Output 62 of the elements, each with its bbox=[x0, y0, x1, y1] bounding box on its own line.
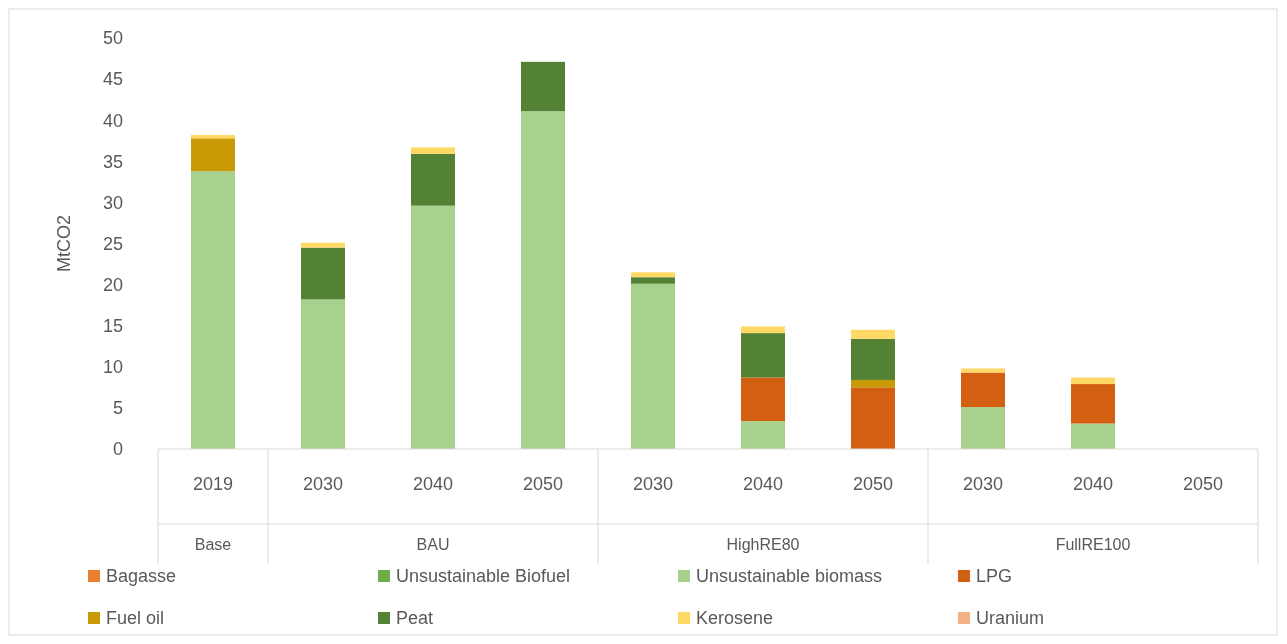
x-tick-label: 2040 bbox=[412, 474, 454, 495]
text: Base bbox=[194, 535, 232, 553]
bar bbox=[521, 111, 565, 449]
legend-label: Peat bbox=[396, 608, 434, 629]
x-tick-label: 2030 bbox=[632, 474, 674, 495]
x-tick-label: 2050 bbox=[522, 474, 564, 495]
bar bbox=[851, 338, 895, 380]
x-tick-label: 2040 bbox=[1072, 474, 1114, 495]
y-tick-label: 15 bbox=[102, 316, 123, 336]
legend-label: LPG bbox=[976, 566, 1013, 587]
y-tick-label: 40 bbox=[102, 110, 123, 131]
bar bbox=[741, 326, 785, 334]
legend-label: Fuel oil bbox=[106, 608, 165, 629]
bar bbox=[961, 407, 1005, 449]
x-tick-label: 2050 bbox=[852, 474, 894, 495]
bar bbox=[631, 283, 675, 449]
text: BAU bbox=[416, 535, 450, 553]
text: FullRE100 bbox=[1055, 535, 1131, 553]
bar bbox=[741, 377, 785, 422]
y-tick-label: 30 bbox=[102, 192, 123, 213]
bar bbox=[191, 135, 235, 139]
legend-label: Bagasse bbox=[106, 566, 177, 587]
y-tick-label: 10 bbox=[102, 357, 123, 378]
bar bbox=[741, 421, 785, 449]
bar bbox=[301, 299, 345, 449]
legend-label: Unsustainable biomass bbox=[696, 566, 883, 587]
x-tick-label: 2030 bbox=[962, 474, 1004, 495]
bar bbox=[851, 379, 895, 388]
y-tick-label: 35 bbox=[102, 151, 123, 172]
bar bbox=[961, 368, 1005, 373]
bar bbox=[191, 138, 235, 172]
y-tick-label: 45 bbox=[102, 69, 123, 90]
y-axis-title: MtCO2 bbox=[54, 214, 74, 273]
bar bbox=[411, 205, 455, 449]
y-tick-label: 25 bbox=[102, 233, 123, 254]
bar bbox=[191, 171, 235, 449]
bar bbox=[631, 277, 675, 284]
x-tick-label: 2040 bbox=[742, 474, 784, 495]
y-tick-label: 20 bbox=[102, 274, 123, 295]
bar bbox=[961, 372, 1005, 408]
bar bbox=[411, 153, 455, 206]
bar bbox=[411, 147, 455, 154]
y-tick-label: 0 bbox=[112, 439, 123, 460]
legend-label: Uranium bbox=[976, 608, 1045, 629]
bar bbox=[851, 329, 895, 339]
x-tick-label: 2050 bbox=[1182, 474, 1224, 495]
y-tick-label: 5 bbox=[112, 398, 123, 419]
bar bbox=[631, 272, 675, 278]
bar bbox=[301, 247, 345, 300]
bar bbox=[1071, 377, 1115, 385]
legend-label: Kerosene bbox=[696, 608, 774, 629]
bar bbox=[1071, 384, 1115, 424]
bar bbox=[851, 387, 895, 449]
bar bbox=[741, 333, 785, 378]
text: HighRE80 bbox=[726, 535, 800, 553]
y-tick-label: 50 bbox=[102, 28, 123, 49]
x-tick-label: 2019 bbox=[192, 474, 234, 495]
legend-label: Unsustainable Biofuel bbox=[396, 566, 571, 587]
bar bbox=[521, 61, 565, 112]
bar bbox=[301, 242, 345, 248]
bar bbox=[1071, 423, 1115, 449]
x-tick-label: 2030 bbox=[302, 474, 344, 495]
